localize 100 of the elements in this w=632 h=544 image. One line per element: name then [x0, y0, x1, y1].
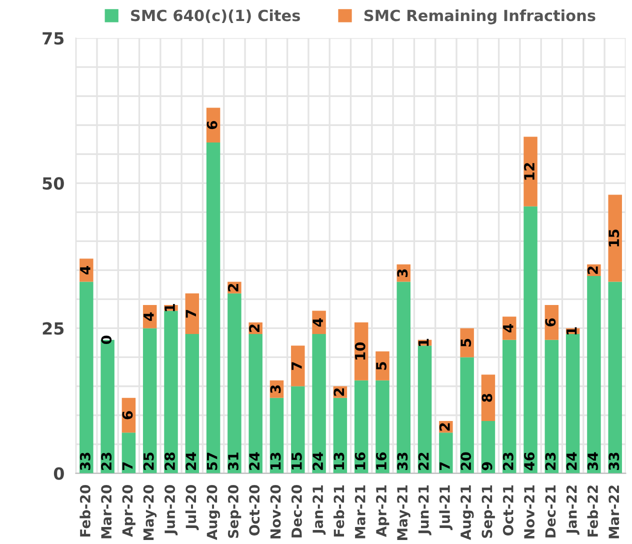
- data-label: 7: [122, 462, 133, 470]
- data-label: 5: [460, 338, 472, 346]
- bar: [460, 357, 474, 474]
- data-label: 2: [249, 324, 260, 332]
- x-tick-label: Jan-22: [566, 486, 580, 535]
- bar: [439, 432, 453, 474]
- x-tick-label: May-21: [397, 485, 410, 540]
- data-label: 57: [207, 452, 218, 470]
- data-label: 23: [101, 452, 112, 470]
- data-label: 3: [397, 269, 408, 277]
- x-tick-label: Oct-20: [249, 485, 260, 536]
- legend-label: SMC Remaining Infractions: [364, 9, 596, 24]
- data-label: 15: [292, 452, 302, 470]
- x-tick-label: Sep-21: [482, 485, 495, 538]
- data-label: 24: [312, 452, 323, 470]
- x-tick-label: Jul-20: [185, 485, 199, 530]
- data-label: 1: [418, 338, 429, 346]
- data-label: 3: [270, 385, 281, 394]
- bar: [608, 282, 622, 474]
- data-label: 2: [587, 266, 598, 274]
- bar: [291, 386, 305, 474]
- data-label: 31: [228, 452, 238, 470]
- data-label: 1: [566, 327, 577, 334]
- x-tick-label: Nov-20: [270, 485, 281, 538]
- bar: [185, 334, 200, 474]
- data-label: 33: [608, 452, 620, 470]
- data-label: 4: [312, 318, 323, 327]
- data-label: 4: [80, 266, 90, 274]
- data-label: 15: [608, 230, 620, 246]
- x-tick-label: Aug-20: [206, 485, 220, 540]
- x-tick-label: Dec-20: [291, 485, 302, 538]
- data-label: 0: [101, 336, 112, 344]
- bar: [587, 276, 601, 474]
- data-label: 2: [228, 284, 238, 292]
- x-tick-label: Jul-21: [439, 485, 453, 530]
- bar: [396, 282, 410, 474]
- x-tick-label: Mar-20: [101, 485, 112, 538]
- data-label: 23: [502, 452, 514, 470]
- data-label: 1: [164, 304, 175, 312]
- bar: [481, 421, 496, 474]
- x-tick-label: Dec-21: [545, 485, 556, 538]
- bar: [291, 346, 305, 386]
- data-label: 6: [545, 318, 556, 326]
- bar: [524, 136, 538, 206]
- x-tick-label: Aug-21: [460, 485, 474, 540]
- data-label: 7: [292, 362, 302, 370]
- data-label: 24: [249, 452, 260, 470]
- bar: [248, 334, 262, 474]
- x-tick-label: Feb-22: [587, 486, 598, 536]
- data-label: 7: [440, 462, 450, 470]
- bar: [206, 142, 220, 474]
- x-tick-label: Jan-21: [312, 485, 326, 535]
- data-label: 6: [122, 411, 133, 420]
- data-label: 16: [376, 452, 387, 470]
- bar: [80, 282, 94, 474]
- y-tick-label: 75: [42, 32, 64, 45]
- x-tick-label: Mar-22: [608, 486, 620, 538]
- y-tick-label: 50: [42, 177, 64, 190]
- bar: [333, 398, 348, 474]
- x-tick-label: Feb-21: [333, 485, 344, 536]
- y-tick-label: 25: [42, 322, 64, 335]
- x-tick-label: Nov-21: [524, 485, 535, 538]
- data-label: 9: [482, 462, 492, 470]
- x-tick-label: Jun-21: [418, 485, 432, 536]
- bar: [460, 328, 474, 358]
- bar: [122, 432, 136, 474]
- data-label: 28: [164, 452, 176, 470]
- bar: [502, 340, 516, 474]
- x-tick-label: Jun-20: [164, 485, 178, 536]
- data-label: 24: [566, 452, 577, 470]
- bar: [566, 334, 580, 474]
- x-tick-label: May-20: [143, 485, 157, 540]
- data-label: 20: [460, 452, 472, 470]
- bar: [185, 293, 200, 334]
- data-label: 16: [354, 452, 366, 470]
- x-tick-label: Apr-21: [376, 485, 390, 537]
- bar: [418, 346, 432, 474]
- data-label: 13: [334, 452, 344, 470]
- data-label: 23: [545, 452, 556, 470]
- x-tick-label: Mar-21: [354, 485, 366, 538]
- bar: [312, 334, 326, 474]
- bar: [544, 340, 559, 474]
- legend-label: SMC 640(c)(1) Cites: [131, 9, 300, 24]
- data-label: 10: [354, 342, 366, 360]
- bar: [228, 293, 242, 474]
- data-label: 8: [482, 394, 492, 402]
- data-label: 6: [206, 121, 218, 130]
- data-label: 4: [503, 324, 514, 332]
- data-label: 22: [418, 452, 429, 470]
- x-tick-label: Apr-20: [122, 485, 136, 537]
- data-label: 46: [524, 452, 535, 470]
- x-tick-label: Sep-20: [228, 485, 242, 538]
- bar: [608, 194, 622, 282]
- bar: [270, 398, 284, 474]
- bar: [376, 380, 390, 474]
- x-tick-label: Feb-20: [80, 485, 90, 536]
- x-tick-label: Oct-21: [502, 485, 514, 536]
- bar: [164, 310, 178, 474]
- bar: [142, 328, 157, 474]
- data-label: 24: [186, 452, 196, 470]
